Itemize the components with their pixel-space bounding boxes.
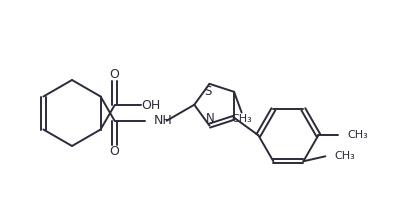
Text: NH: NH <box>154 114 172 127</box>
Text: S: S <box>204 85 211 98</box>
Text: CH₃: CH₃ <box>334 151 355 161</box>
Text: N: N <box>206 112 215 125</box>
Text: CH₃: CH₃ <box>231 114 252 124</box>
Text: OH: OH <box>141 99 160 112</box>
Text: O: O <box>110 145 120 158</box>
Text: CH₃: CH₃ <box>347 130 368 140</box>
Text: O: O <box>110 68 120 81</box>
